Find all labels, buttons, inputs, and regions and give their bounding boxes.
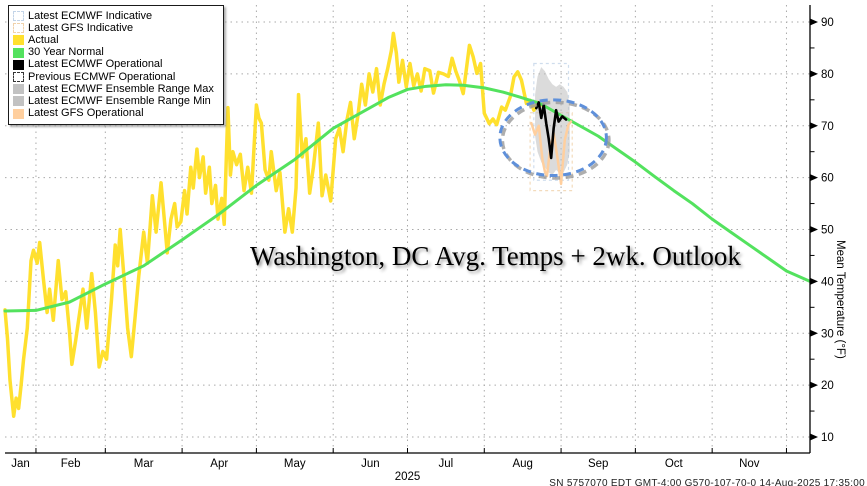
legend-label: Latest ECMWF Operational bbox=[28, 58, 163, 71]
x-month-label: Apr bbox=[210, 458, 228, 470]
legend-item: Latest GFS Operational bbox=[13, 108, 214, 120]
x-month-label: Aug bbox=[512, 458, 532, 470]
y-tick-label: 70 bbox=[821, 121, 834, 133]
y-tick-label: 20 bbox=[821, 380, 834, 392]
y-tick-label: 30 bbox=[821, 328, 834, 340]
indicative-range-box bbox=[533, 62, 570, 181]
x-month-label: Sep bbox=[588, 458, 608, 470]
ensemble-range-band bbox=[535, 67, 570, 176]
y-major-tick-arrow bbox=[810, 433, 818, 441]
legend-item: Latest ECMWF Ensemble Range Min bbox=[13, 95, 214, 107]
y-tick-label: 80 bbox=[821, 69, 834, 81]
y-axis-title: Mean Temperature (°F) bbox=[834, 240, 846, 359]
legend-label: Actual bbox=[28, 33, 59, 46]
y-major-tick-arrow bbox=[810, 174, 818, 182]
legend-swatch-gfs-operational bbox=[13, 108, 24, 119]
x-month-label: Jun bbox=[361, 458, 380, 470]
highlight-ellipse-shadow bbox=[500, 100, 611, 180]
legend-item: Latest ECMWF Operational bbox=[13, 59, 214, 71]
y-tick-label: 60 bbox=[821, 173, 834, 185]
x-month-label: Jan bbox=[11, 458, 30, 470]
legend-label: Latest ECMWF Indicative bbox=[28, 9, 153, 22]
chart-title: Washington, DC Avg. Temps + 2wk. Outlook bbox=[250, 241, 741, 271]
legend-swatch-30yr-normal bbox=[13, 47, 24, 58]
y-major-tick-arrow bbox=[810, 70, 818, 78]
y-major-tick-arrow bbox=[810, 122, 818, 130]
actual-line bbox=[3, 31, 544, 418]
legend-swatch-actual bbox=[13, 35, 24, 46]
y-major-tick-arrow bbox=[810, 226, 818, 233]
latest-ecmwf-operational-line bbox=[534, 101, 568, 160]
legend-swatch-ecmwf-indicative bbox=[13, 11, 24, 22]
legend-swatch-ensemble-max bbox=[13, 84, 24, 95]
y-major-tick-arrow bbox=[810, 381, 818, 389]
legend-swatch-ensemble-min bbox=[13, 96, 24, 107]
x-month-label: Oct bbox=[665, 458, 684, 470]
terminal-footer-text: SN 5757070 EDT GMT-4:00 G570-107-70-0 14… bbox=[549, 478, 865, 486]
y-tick-label: 10 bbox=[821, 432, 834, 444]
x-month-label: May bbox=[284, 458, 306, 470]
y-major-tick-arrow bbox=[810, 277, 818, 285]
legend-item: Latest GFS Indicative bbox=[13, 22, 214, 34]
x-month-label: Feb bbox=[61, 458, 81, 470]
legend-swatch-ecmwf-operational bbox=[13, 59, 24, 70]
legend-swatch-gfs-indicative bbox=[13, 23, 24, 34]
x-month-label: Mar bbox=[134, 458, 154, 470]
x-year-label: 2025 bbox=[395, 471, 421, 483]
legend-item: Latest ECMWF Indicative bbox=[13, 10, 214, 22]
y-major-tick-arrow bbox=[810, 18, 818, 26]
legend-item: Actual bbox=[13, 34, 214, 46]
legend-swatch-previous-ecmwf bbox=[13, 72, 24, 83]
x-month-label: Jul bbox=[439, 458, 454, 470]
legend: Latest ECMWF Indicative Latest GFS Indic… bbox=[8, 5, 224, 125]
legend-item: Previous ECMWF Operational bbox=[13, 71, 214, 83]
legend-item: Latest ECMWF Ensemble Range Max bbox=[13, 83, 214, 95]
y-tick-label: 90 bbox=[821, 17, 834, 29]
legend-label: Previous ECMWF Operational bbox=[28, 70, 176, 83]
x-month-label: Nov bbox=[739, 458, 760, 470]
legend-label: Latest ECMWF Ensemble Range Max bbox=[28, 82, 214, 95]
legend-item: 30 Year Normal bbox=[13, 47, 214, 59]
legend-label: Latest GFS Indicative bbox=[28, 21, 134, 34]
y-tick-label: 50 bbox=[821, 225, 834, 237]
indicative-range-box bbox=[529, 112, 573, 192]
30-year-normal-line bbox=[3, 83, 812, 313]
legend-label: 30 Year Normal bbox=[28, 46, 104, 59]
y-tick-label: 40 bbox=[821, 276, 834, 288]
y-major-tick-arrow bbox=[810, 329, 818, 337]
forecast-highlight-ellipse bbox=[498, 98, 608, 178]
legend-label: Latest ECMWF Ensemble Range Min bbox=[28, 94, 211, 107]
legend-label: Latest GFS Operational bbox=[28, 107, 144, 120]
